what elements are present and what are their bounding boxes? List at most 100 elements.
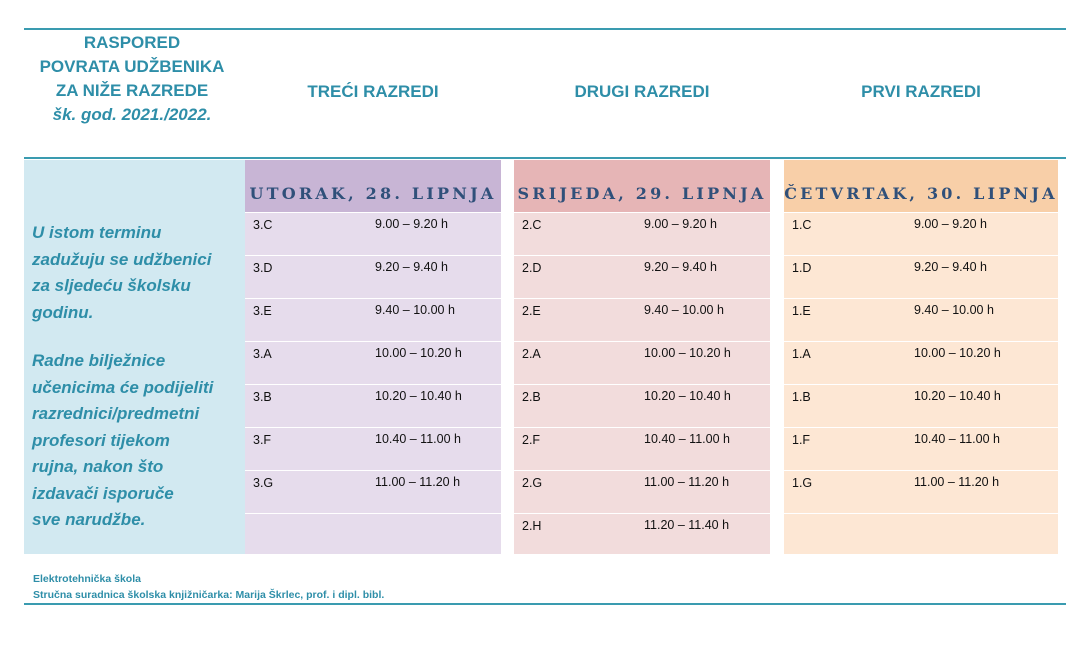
class-name: 3.B [253,390,272,404]
time-slot: 10.00 – 10.20 h [375,346,462,360]
schedule-row [245,513,501,556]
note-line: Radne bilježnice [32,351,166,370]
class-name: 1.G [792,476,813,490]
title-line-2: POVRATA UDŽBENIKA [39,57,225,76]
note-line: izdavači isporuče [32,483,174,503]
note-paragraph-2: Radne bilježnice učenicima će podijeliti… [32,348,237,534]
time-slot: 11.00 – 11.20 h [914,475,1000,489]
day-header: UTORAK, 28. LIPNJA [245,160,501,212]
time-slot: 10.20 – 10.40 h [914,389,1001,403]
schedule-row: 2.C 9.00 – 9.20 h [514,212,770,255]
schedule-row: 2.H 11.20 – 11.40 h [514,513,770,556]
note-paragraph-1: U istom terminu zadužuju se udžbenici za… [32,220,237,326]
class-name: 3.D [253,261,273,275]
schedule-row: 3.D 9.20 – 9.40 h [245,255,501,298]
schedule-row: 1.F 10.40 – 11.00 h [784,427,1058,470]
class-name: 1.C [792,218,812,232]
note-line: profesori tijekom [32,430,170,450]
time-slot: 10.40 – 11.00 h [375,432,461,446]
schedule-row: 3.E 9.40 – 10.00 h [245,298,501,341]
top-rule [24,28,1066,30]
class-name: 2.F [522,433,541,447]
schedule-row: 2.D 9.20 – 9.40 h [514,255,770,298]
note-line: godinu. [32,302,94,322]
schedule-row: 1.D 9.20 – 9.40 h [784,255,1058,298]
time-slot: 10.40 – 11.00 h [644,432,730,446]
class-name: 2.B [522,390,541,404]
title-line-3: ZA NIŽE RAZREDE [55,81,209,100]
header-rule [24,157,1066,159]
schedule-row: 2.B 10.20 – 10.40 h [514,384,770,427]
note-line: zadužuju se udžbenici [32,249,212,269]
time-slot: 10.40 – 11.00 h [914,432,1000,446]
time-slot: 10.20 – 10.40 h [644,389,731,403]
schedule-row: 1.B 10.20 – 10.40 h [784,384,1058,427]
title-line-1: RASPORED [83,33,181,52]
time-slot: 9.40 – 10.00 h [644,303,724,317]
time-slot: 9.00 – 9.20 h [375,217,448,231]
note-line: za sljedeću školsku [32,276,191,295]
class-name: 1.A [792,347,811,361]
footer-librarian: Stručna suradnica školska knjižničarka: … [33,589,385,601]
school-year: šk. god. 2021./2022. [52,105,212,124]
schedule-row: 2.A 10.00 – 10.20 h [514,341,770,384]
schedule-row: 3.C 9.00 – 9.20 h [245,212,501,255]
time-slot: 9.40 – 10.00 h [375,303,455,317]
schedule-row: 1.C 9.00 – 9.20 h [784,212,1058,255]
time-slot: 9.20 – 9.40 h [644,260,717,274]
schedule-row: 1.G 11.00 – 11.20 h [784,470,1058,513]
time-slot: 11.00 – 11.20 h [644,475,730,489]
time-slot: 9.00 – 9.20 h [644,217,717,231]
schedule-row: 1.A 10.00 – 10.20 h [784,341,1058,384]
schedule-row: 3.G 11.00 – 11.20 h [245,470,501,513]
page-title: RASPORED POVRATA UDŽBENIKA ZA NIŽE RAZRE… [24,31,240,127]
time-slot: 10.00 – 10.20 h [914,346,1001,360]
time-slot: 11.00 – 11.20 h [375,475,461,489]
schedule-row: 2.F 10.40 – 11.00 h [514,427,770,470]
column-header-third-grades: TREĆI RAZREDI [307,82,439,101]
day-column-tuesday: UTORAK, 28. LIPNJA 3.C 9.00 – 9.20 h 3.D 9… [245,160,501,554]
column-header-second-grades: DRUGI RAZREDI [574,82,710,101]
time-slot: 9.00 – 9.20 h [914,217,987,231]
footer-school-name: Elektrotehnička škola [33,573,141,585]
day-label: SRIJEDA, 29. LIPNJA [517,184,767,203]
schedule-row [784,513,1058,556]
schedule-row: 3.B 10.20 – 10.40 h [245,384,501,427]
class-name: 1.D [792,261,812,275]
class-name: 3.F [253,433,272,447]
class-name: 2.E [522,304,541,318]
note-line: učenicima će podijeliti [32,377,214,397]
schedule-row: 3.F 10.40 – 11.00 h [245,427,501,470]
time-slot: 9.20 – 9.40 h [914,260,987,274]
time-slot: 11.20 – 11.40 h [644,518,730,532]
time-slot: 10.00 – 10.20 h [644,346,731,360]
class-name: 3.G [253,476,274,490]
class-name: 3.C [253,218,273,232]
time-slot: 9.40 – 10.00 h [914,303,994,317]
class-name: 2.C [522,218,542,232]
day-header: SRIJEDA, 29. LIPNJA [514,160,770,212]
class-name: 1.F [792,433,811,447]
class-name: 3.A [253,347,272,361]
class-name: 2.H [522,519,542,533]
time-slot: 9.20 – 9.40 h [375,260,448,274]
day-label: ČETVRTAK, 30. LIPNJA [784,184,1058,203]
day-header: ČETVRTAK, 30. LIPNJA [784,160,1058,212]
note-panel: U istom terminu zadužuju se udžbenici za… [24,160,245,554]
schedule-row: 2.E 9.40 – 10.00 h [514,298,770,341]
schedule-row: 2.G 11.00 – 11.20 h [514,470,770,513]
note-line: rujna, nakon što [32,457,164,476]
day-column-thursday: ČETVRTAK, 30. LIPNJA 1.C 9.00 – 9.20 h 1.… [784,160,1058,554]
note-line: sve narudžbe. [32,510,146,529]
note-line: razrednici/predmetni [32,404,200,423]
class-name: 2.A [522,347,541,361]
day-column-wednesday: SRIJEDA, 29. LIPNJA 2.C 9.00 – 9.20 h 2.D… [514,160,770,554]
class-name: 2.D [522,261,542,275]
class-name: 2.G [522,476,543,490]
time-slot: 10.20 – 10.40 h [375,389,462,403]
footer-rule [24,603,1066,605]
day-label: UTORAK, 28. LIPNJA [249,184,497,203]
schedule-row: 3.A 10.00 – 10.20 h [245,341,501,384]
class-name: 3.E [253,304,272,318]
note-line: U istom terminu [32,223,162,242]
